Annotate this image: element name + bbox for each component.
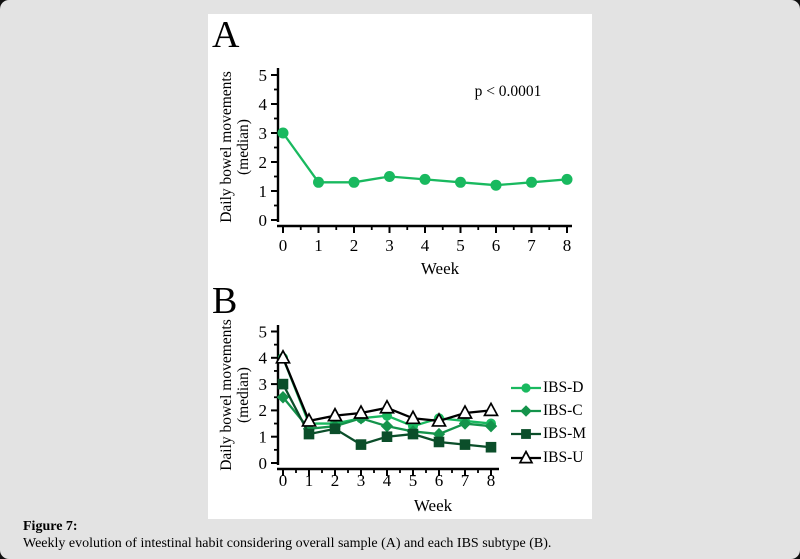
- svg-text:2: 2: [331, 471, 340, 490]
- svg-text:4: 4: [259, 349, 268, 368]
- p-value-annotation: p < 0.0001: [474, 83, 542, 100]
- legend-label: IBS-C: [543, 402, 583, 420]
- panel-label-a: A: [212, 14, 240, 56]
- svg-text:4: 4: [421, 236, 430, 255]
- svg-text:0: 0: [279, 236, 288, 255]
- svg-text:6: 6: [435, 471, 444, 490]
- svg-text:5: 5: [456, 236, 465, 255]
- svg-text:0: 0: [279, 471, 288, 490]
- svg-text:3: 3: [385, 236, 394, 255]
- svg-text:1: 1: [259, 182, 268, 201]
- legend-item: IBS-M: [511, 423, 586, 446]
- svg-text:1: 1: [259, 427, 268, 446]
- svg-text:1: 1: [305, 471, 314, 490]
- svg-text:3: 3: [259, 124, 268, 143]
- legend-label: IBS-D: [543, 378, 584, 396]
- svg-text:4: 4: [259, 95, 268, 114]
- svg-text:2: 2: [259, 153, 268, 172]
- svg-text:2: 2: [259, 401, 268, 420]
- svg-text:2: 2: [350, 236, 359, 255]
- figure-caption-text: Weekly evolution of intestinal habit con…: [23, 536, 552, 551]
- chart-b-legend: IBS-D IBS-C IBS-M IBS-U: [511, 376, 586, 470]
- svg-text:3: 3: [259, 375, 268, 394]
- svg-text:8: 8: [487, 471, 496, 490]
- svg-text:5: 5: [259, 322, 268, 341]
- panel-label-b: B: [212, 280, 238, 322]
- figure-number: Figure 7:: [23, 519, 78, 534]
- legend-label: IBS-U: [543, 448, 584, 466]
- square-marker-icon: [511, 429, 541, 440]
- diamond-marker-icon: [511, 405, 541, 417]
- svg-text:4: 4: [383, 471, 392, 490]
- svg-text:5: 5: [259, 66, 268, 85]
- figure-caption: Figure 7: Weekly evolution of intestinal…: [23, 518, 783, 552]
- chart-a-plot: 0 1 2 3 4 5 0 1 2 3 4 5 6 7 8: [259, 66, 573, 255]
- svg-text:5: 5: [409, 471, 418, 490]
- svg-text:7: 7: [527, 236, 536, 255]
- chart-b-x-axis-title: Week: [413, 496, 453, 515]
- svg-text:1: 1: [314, 236, 323, 255]
- chart-a-x-axis-title: Week: [420, 259, 460, 278]
- legend-item: IBS-C: [511, 399, 586, 422]
- circle-marker-icon: [511, 383, 541, 393]
- svg-text:3: 3: [357, 471, 366, 490]
- legend-item: IBS-D: [511, 376, 586, 399]
- svg-text:7: 7: [461, 471, 470, 490]
- triangle-open-marker-icon: [511, 449, 541, 464]
- svg-text:8: 8: [563, 236, 572, 255]
- figure-panel: A B Daily bowel movements (median) Daily…: [208, 14, 592, 519]
- svg-text:0: 0: [259, 211, 268, 230]
- legend-item: IBS-U: [511, 446, 586, 469]
- svg-text:6: 6: [492, 236, 501, 255]
- svg-text:0: 0: [259, 454, 268, 473]
- legend-label: IBS-M: [543, 425, 587, 443]
